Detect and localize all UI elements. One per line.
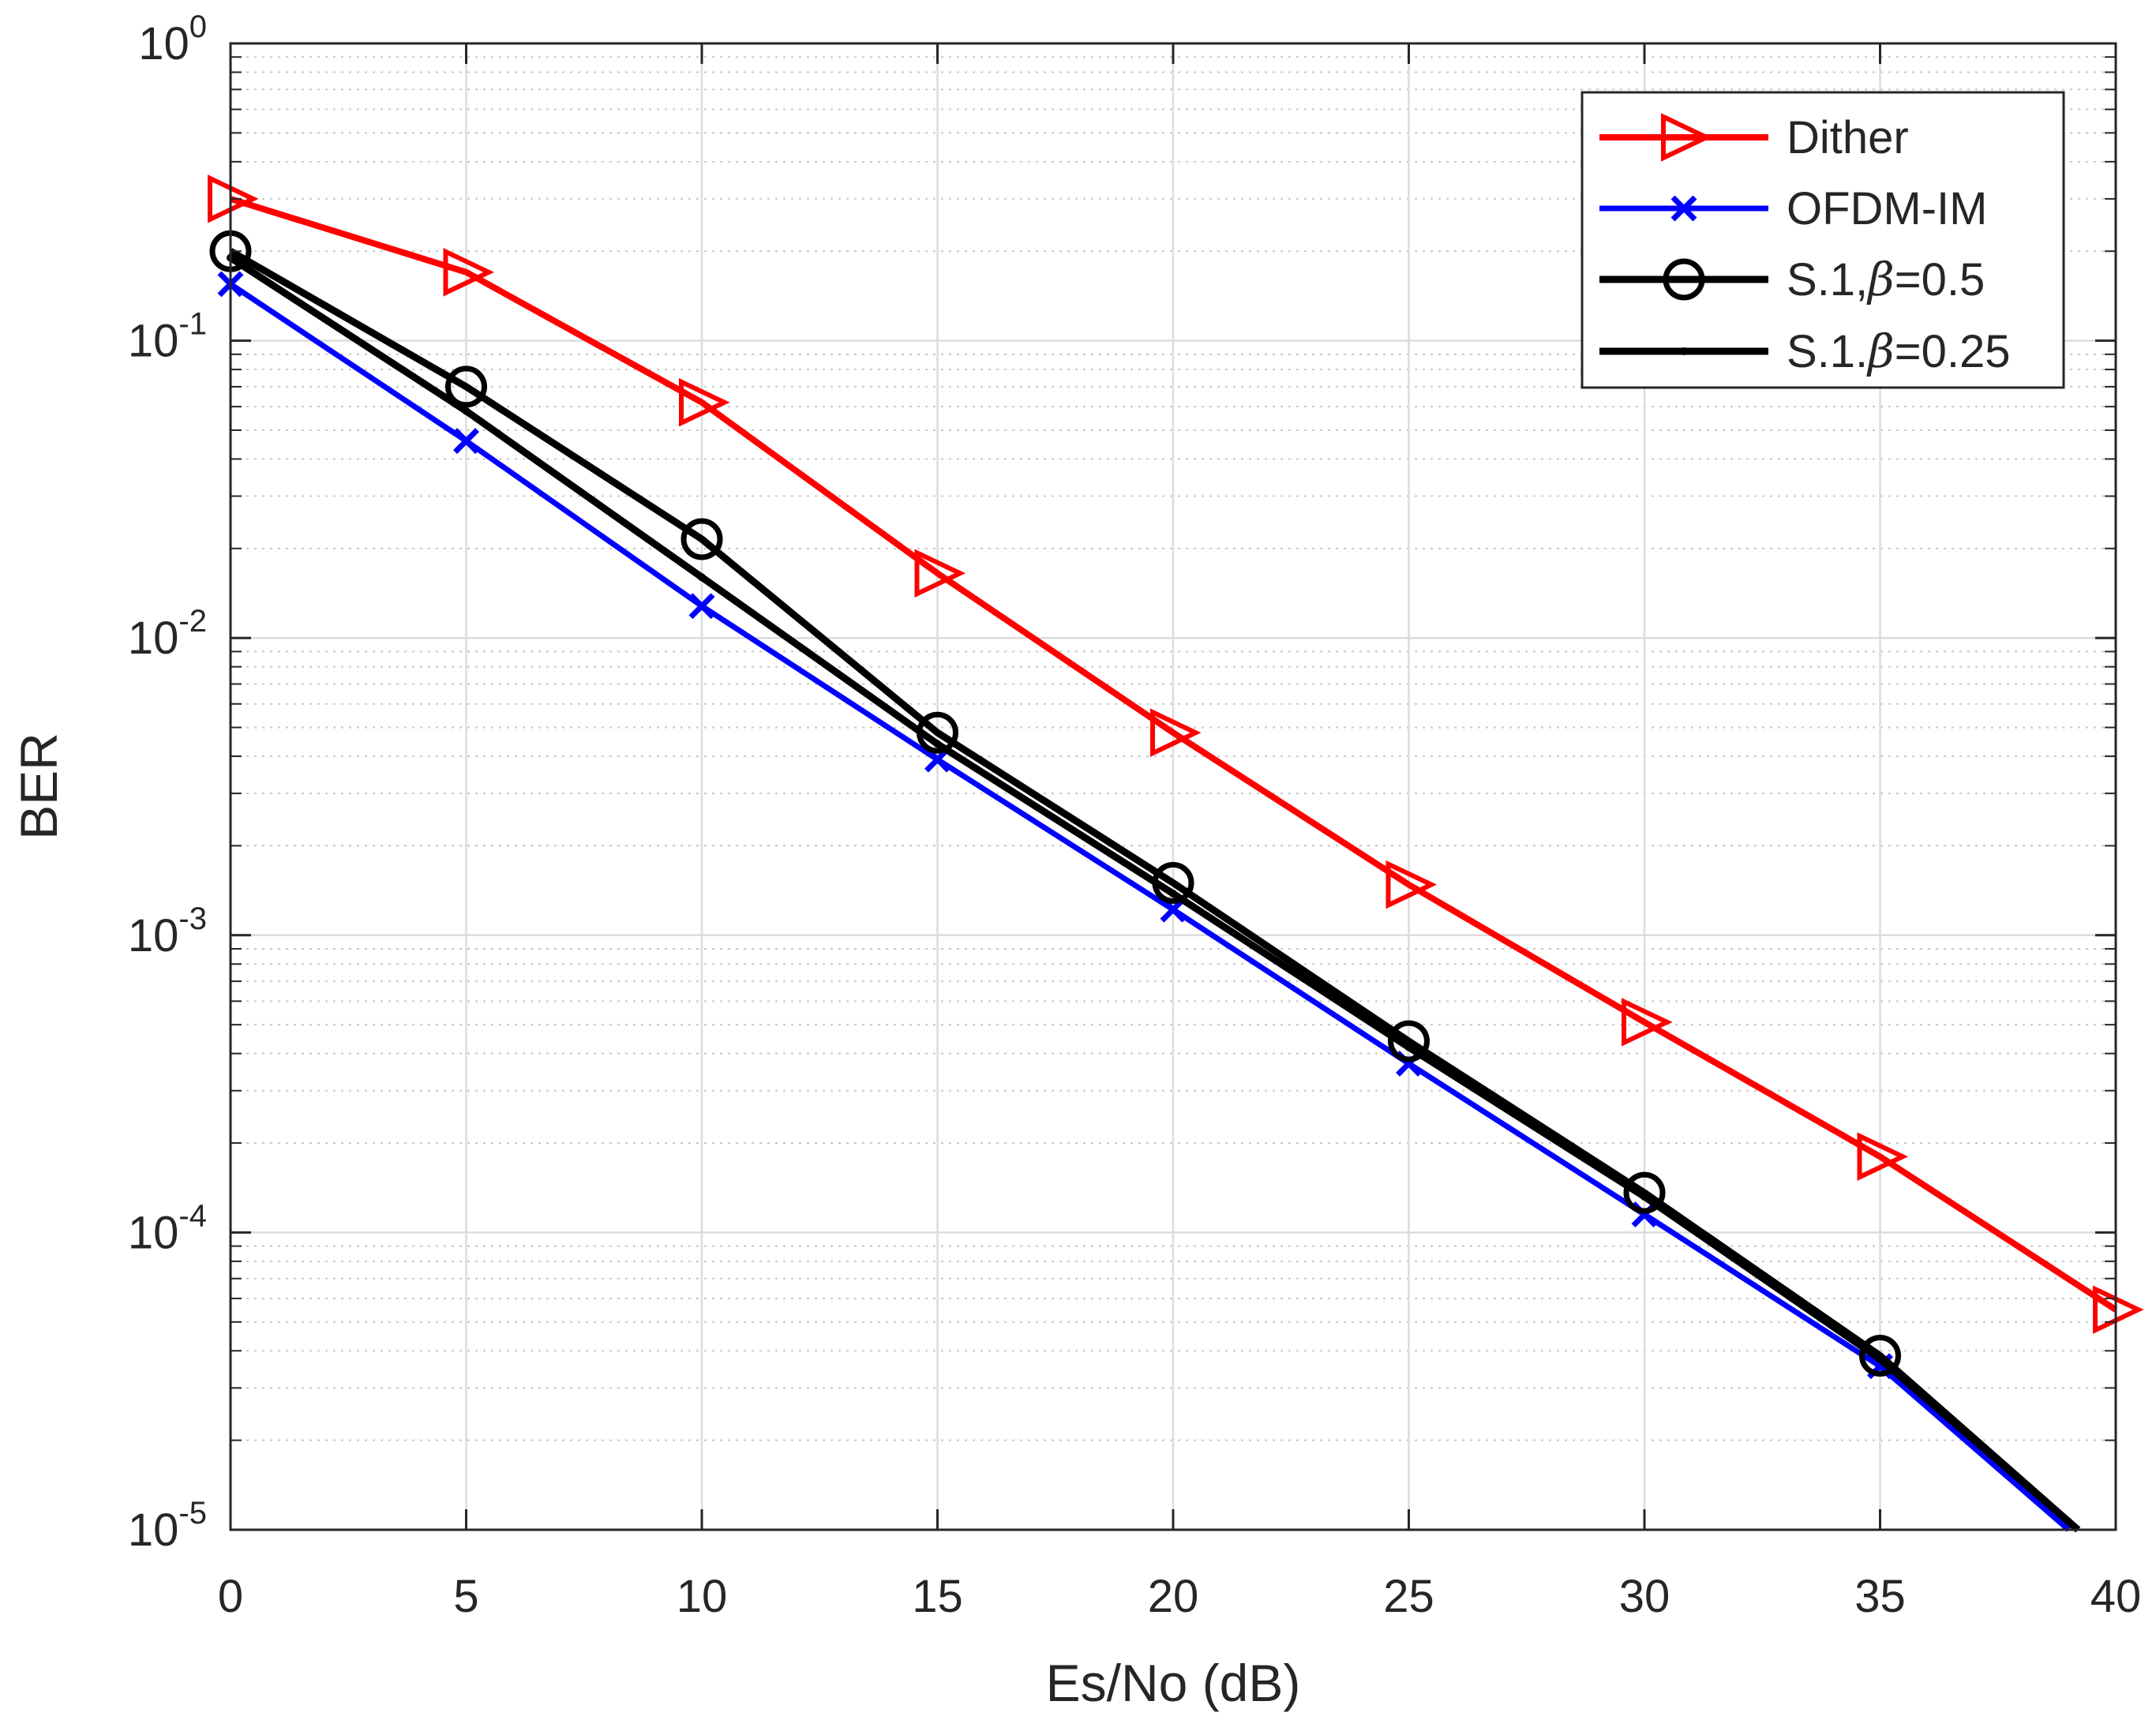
y-tick-label: 10-1 [128, 307, 207, 367]
series-3 [227, 253, 2081, 1533]
x-tick-label: 5 [453, 1571, 478, 1622]
triangle-marker [1385, 860, 1438, 909]
legend-triangle-marker [1661, 113, 1712, 162]
legend-entry: Dither [1599, 112, 1909, 163]
legend-entry: OFDM-IM [1599, 183, 1988, 234]
axis-tick-labels: 100 10-1 10-2 10-3 10-4 10-50 5 10 15 20 25 30 35 40 [128, 9, 2141, 1622]
circle-marker [1859, 1335, 1901, 1377]
y-tick-label: 10-3 [128, 901, 207, 961]
x-tick-label: 25 [1383, 1571, 1434, 1622]
triangle-marker [1857, 1132, 1909, 1182]
x-marker [688, 593, 715, 620]
x-tick-label: 0 [218, 1571, 243, 1622]
y-tick-label: 10-4 [128, 1198, 207, 1258]
point-marker [1404, 1043, 1413, 1051]
triangle-marker [679, 378, 730, 427]
x-marker [453, 428, 479, 455]
circle-marker [1388, 1020, 1430, 1062]
legend-label: S.1.β=0.25 [1787, 324, 2010, 378]
legend-circle-marker [1663, 258, 1705, 301]
circle-marker [1623, 1171, 1666, 1214]
x-tick-label: 35 [1854, 1571, 1906, 1622]
y-tick-label: 100 [138, 9, 207, 69]
triangle-marker [1150, 708, 1202, 757]
x-tick-label: 15 [912, 1571, 963, 1622]
x-tick-label: 30 [1619, 1571, 1670, 1622]
y-axis-label: BER [9, 733, 68, 840]
legend-label: OFDM-IM [1787, 183, 1988, 234]
point-marker [1876, 1355, 1884, 1363]
legend-entry: S.1.β=0.25 [1599, 324, 2010, 378]
x-tick-label: 20 [1148, 1571, 1199, 1622]
legend-label: Dither [1787, 112, 1909, 163]
point-marker [1169, 890, 1177, 898]
x-axis-label: Es/No (dB) [1046, 1654, 1301, 1712]
point-marker [1640, 1192, 1648, 1201]
triangle-marker [443, 248, 495, 297]
series-line [229, 196, 2118, 1313]
y-tick-label: 10-2 [128, 604, 207, 664]
axis-ticks [229, 42, 2117, 1531]
triangle-marker [1622, 998, 1673, 1047]
point-marker [933, 740, 942, 748]
triangle-marker [914, 549, 966, 598]
legend: Dither OFDM-IM S.1,β=0.5 S.1.β=0.25 [1580, 91, 2065, 389]
legend-point-marker [1680, 347, 1688, 355]
legend-label: S.1,β=0.5 [1787, 253, 1985, 306]
legend-entry: S.1,β=0.5 [1599, 253, 1985, 306]
circle-marker [445, 365, 487, 408]
x-tick-label: 40 [2090, 1571, 2142, 1622]
point-marker [698, 573, 706, 582]
y-tick-label: 10-5 [128, 1496, 207, 1556]
point-marker [462, 407, 471, 415]
circle-marker [681, 518, 723, 560]
legend-x-marker [1670, 195, 1697, 222]
x-tick-label: 10 [677, 1571, 728, 1622]
